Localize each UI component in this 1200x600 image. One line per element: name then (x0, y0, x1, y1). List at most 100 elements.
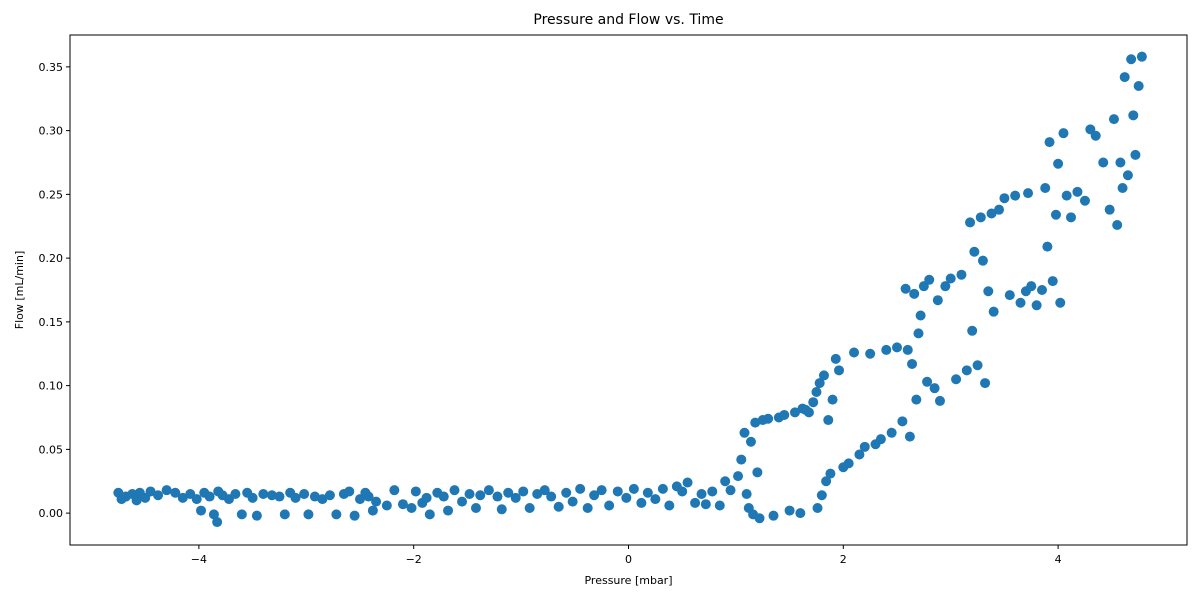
y-tick-label: 0.15 (39, 316, 64, 329)
data-point (1079, 195, 1090, 206)
data-point (915, 310, 926, 321)
data-point (349, 510, 360, 521)
data-point (371, 496, 382, 507)
data-point (972, 360, 983, 371)
data-point (924, 274, 935, 285)
data-point (1136, 51, 1147, 62)
data-point (707, 486, 718, 497)
data-point (1050, 209, 1061, 220)
data-point (532, 489, 543, 499)
data-point (389, 485, 400, 496)
data-point (1115, 157, 1126, 168)
data-point (344, 486, 355, 497)
x-axis-label: Pressure [mbar] (584, 574, 672, 587)
data-point (1058, 128, 1069, 139)
data-point (892, 342, 903, 353)
data-point (1026, 281, 1037, 292)
data-point (951, 374, 962, 385)
data-point (1031, 300, 1042, 311)
data-point (274, 491, 285, 502)
data-point (823, 415, 834, 426)
data-point (546, 491, 557, 502)
data-point (279, 509, 290, 520)
data-point (496, 504, 507, 515)
data-point (628, 483, 639, 494)
data-point (204, 491, 215, 502)
data-point (1090, 130, 1101, 141)
data-point (690, 497, 701, 508)
data-point (736, 454, 747, 465)
data-point (907, 358, 918, 369)
data-point (816, 490, 827, 501)
data-point (510, 492, 521, 503)
data-point (191, 494, 202, 505)
data-point (814, 378, 825, 389)
data-point (464, 489, 475, 499)
data-point (303, 509, 314, 520)
data-point (1133, 81, 1144, 91)
data-point (834, 365, 845, 376)
data-point (725, 485, 736, 496)
data-point (1098, 157, 1109, 168)
y-tick-label: 0.30 (39, 125, 64, 138)
data-point (980, 378, 991, 389)
data-point (492, 491, 503, 502)
data-point (1119, 72, 1130, 83)
data-point (1015, 297, 1026, 308)
data-point (986, 208, 997, 219)
data-point (965, 217, 976, 228)
y-tick-label: 0.20 (39, 252, 64, 265)
data-point (561, 487, 572, 498)
data-point (900, 283, 911, 294)
data-point (483, 485, 494, 496)
y-axis-ticks: 0.00 0.05 0.10 0.15 0.20 0.25 0.30 0.35 (39, 61, 70, 520)
data-point (170, 487, 181, 498)
data-point (324, 490, 335, 501)
data-point (1108, 114, 1119, 125)
data-point (1061, 190, 1072, 201)
data-point (961, 365, 972, 376)
data-point (768, 510, 779, 521)
data-point (754, 513, 765, 524)
data-point (642, 487, 653, 498)
data-point (881, 344, 892, 355)
data-point (803, 407, 814, 418)
data-point (612, 486, 623, 497)
data-point (812, 503, 823, 514)
data-point (763, 413, 774, 424)
data-point (750, 417, 761, 428)
data-point (406, 503, 417, 514)
data-point (784, 505, 795, 516)
data-point (1130, 149, 1141, 160)
data-point (664, 500, 675, 511)
data-point (977, 255, 988, 266)
data-point (363, 491, 374, 502)
data-point (1042, 241, 1053, 252)
data-point (1023, 188, 1034, 199)
data-point (897, 416, 908, 427)
data-points (113, 51, 1147, 528)
data-point (567, 496, 578, 507)
x-tick-label: 0 (625, 553, 632, 566)
data-point (449, 485, 460, 496)
data-point (999, 193, 1010, 204)
data-point (503, 487, 514, 498)
data-point (904, 431, 915, 442)
data-point (470, 503, 481, 514)
data-point (1066, 212, 1077, 223)
data-point (913, 328, 924, 339)
data-point (682, 477, 693, 488)
data-point (208, 509, 219, 520)
data-point (621, 492, 632, 503)
data-point (518, 486, 529, 497)
data-point (153, 490, 164, 501)
data-point (739, 427, 750, 438)
data-point (1126, 54, 1137, 65)
data-point (825, 468, 836, 479)
data-point (309, 491, 320, 502)
data-point (886, 427, 897, 438)
data-point (236, 509, 247, 520)
data-point (696, 489, 707, 499)
data-point (421, 492, 432, 503)
